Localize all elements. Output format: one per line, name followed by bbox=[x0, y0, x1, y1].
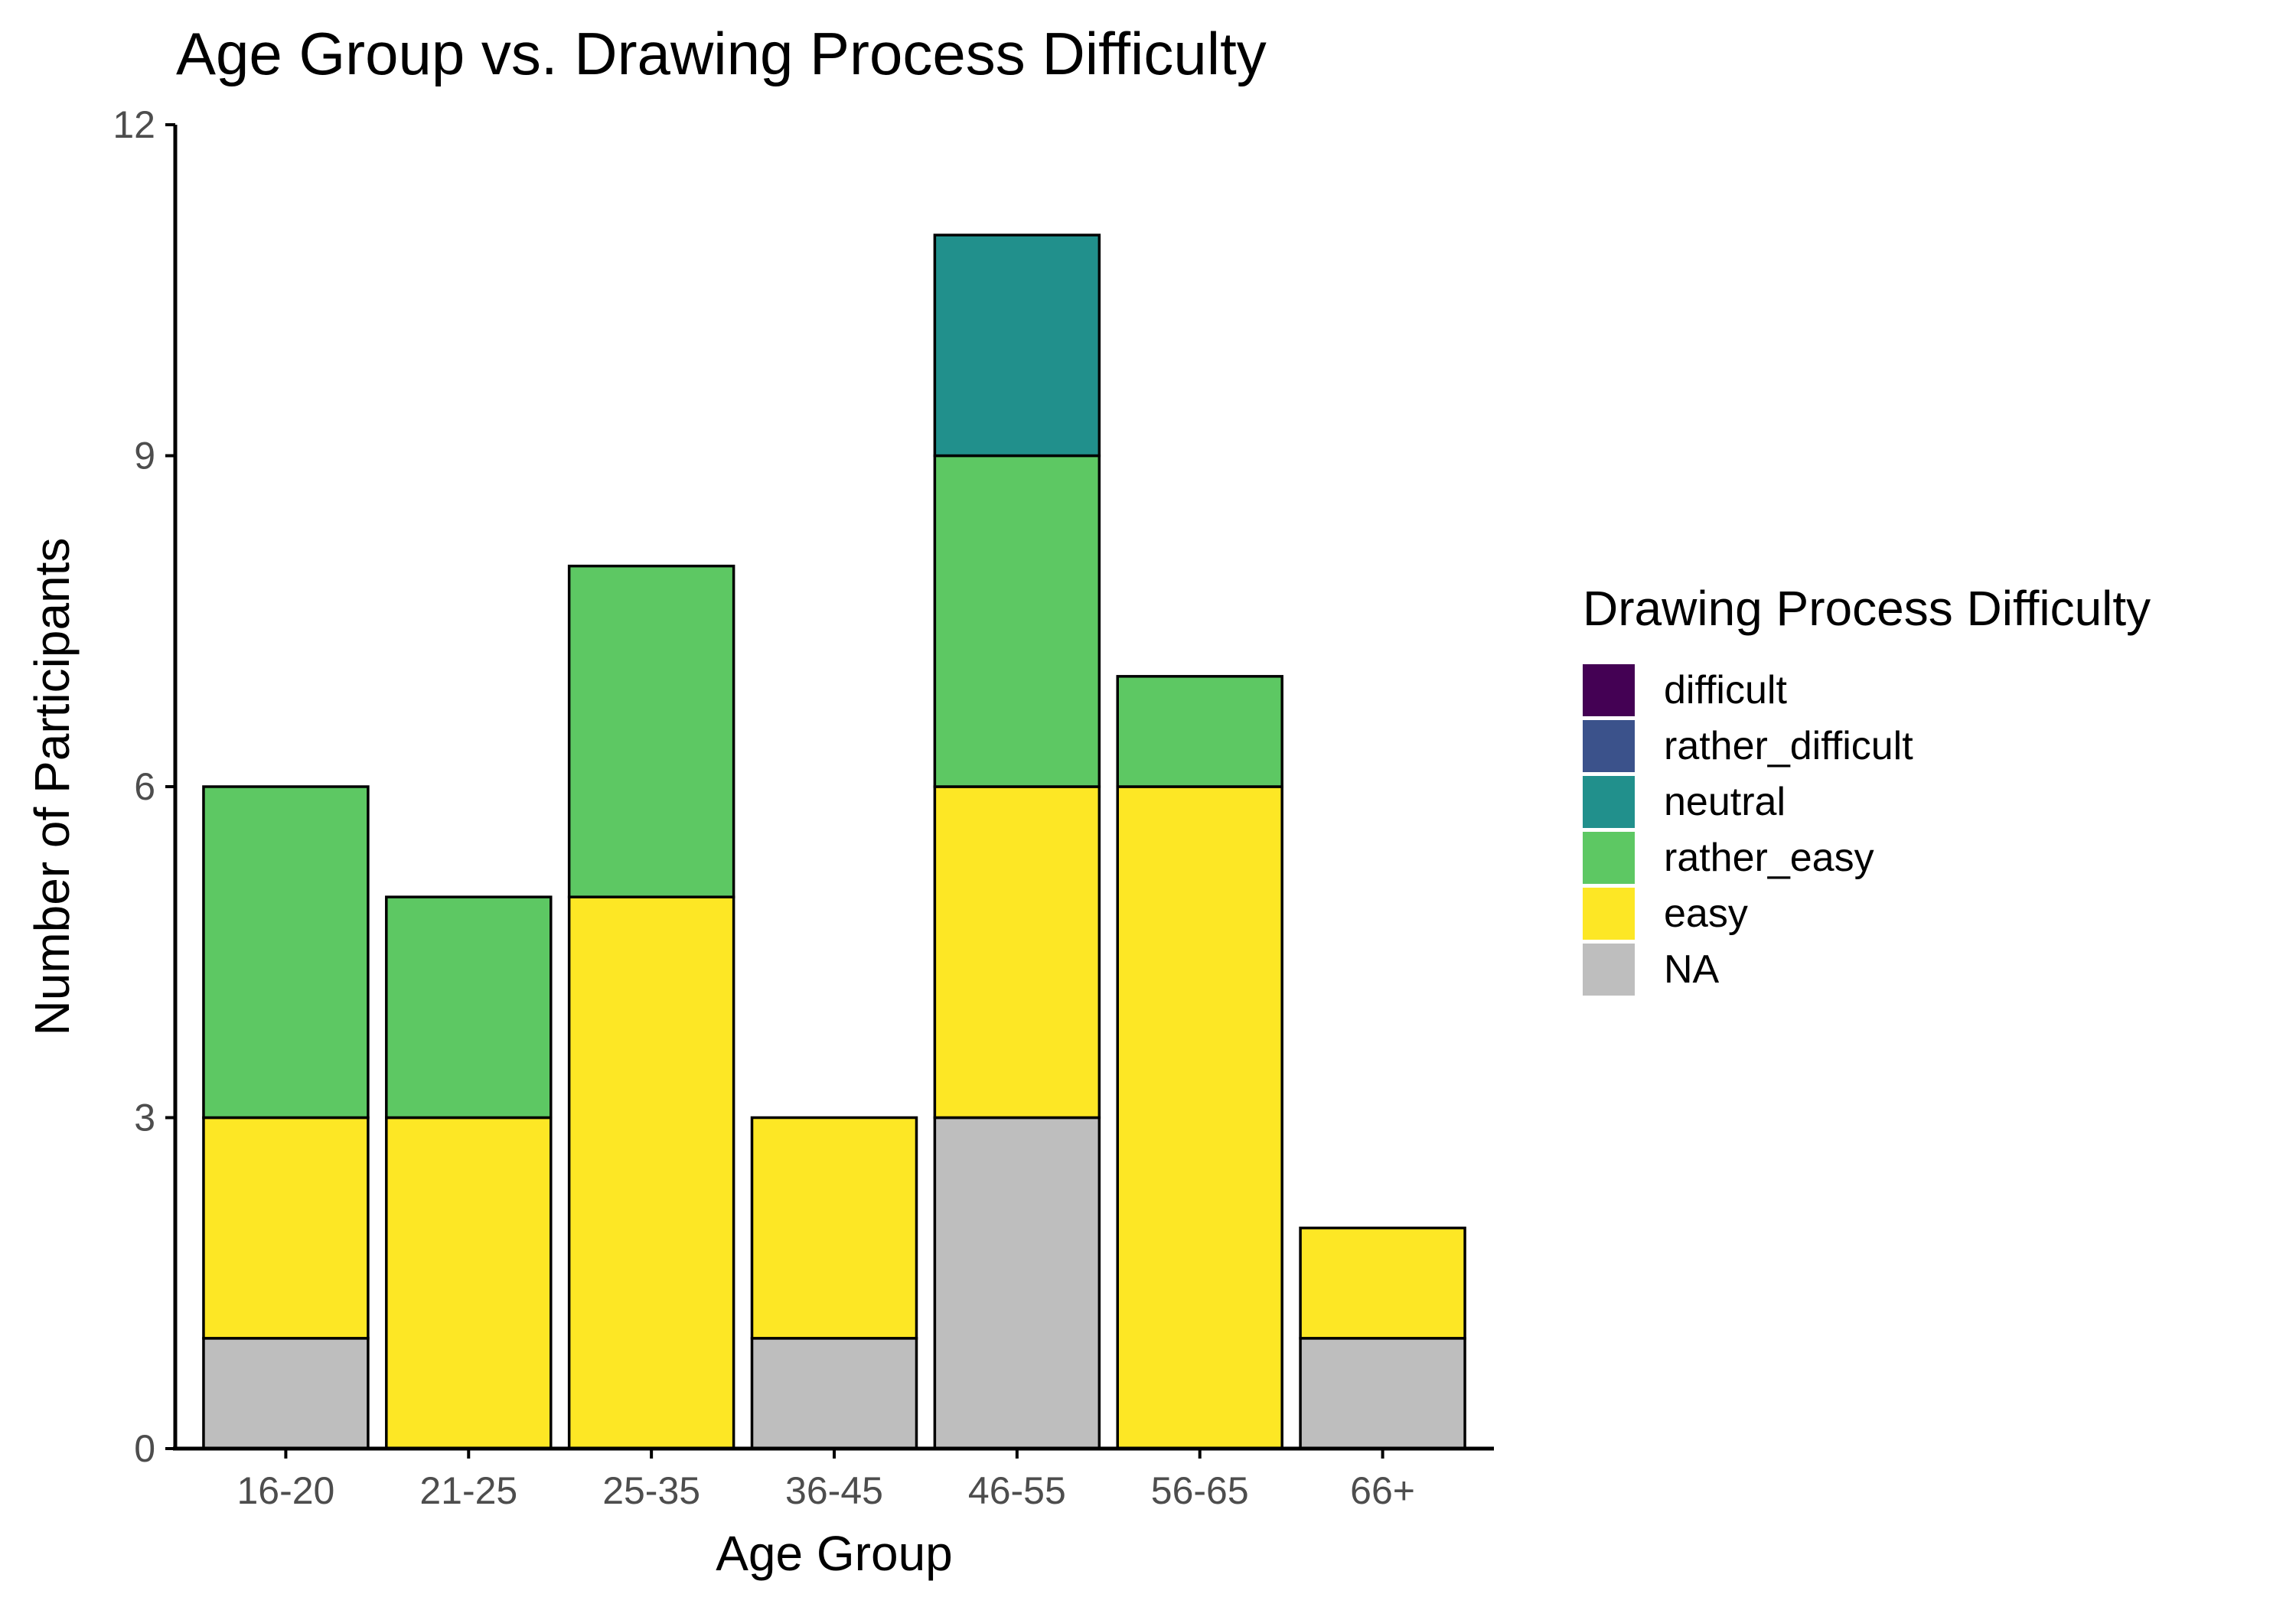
bar-66-easy bbox=[1299, 1226, 1466, 1340]
x-tick-label: 66+ bbox=[1350, 1469, 1415, 1512]
legend-label-easy: easy bbox=[1664, 892, 1748, 936]
bar-21-25-easy bbox=[385, 1116, 553, 1450]
legend-key-rather-difficult bbox=[1583, 720, 1635, 772]
bar-46-55-neutral bbox=[933, 233, 1101, 458]
legend-key-easy bbox=[1583, 888, 1635, 940]
bar-36-45-easy bbox=[750, 1116, 918, 1340]
x-axis-title: Age Group bbox=[716, 1526, 953, 1581]
x-tick-label: 21-25 bbox=[419, 1469, 517, 1512]
bar-66-na bbox=[1299, 1337, 1466, 1450]
y-tick-label: 9 bbox=[134, 435, 155, 478]
x-tick-label: 25-35 bbox=[602, 1469, 700, 1512]
legend-key-na bbox=[1583, 944, 1635, 996]
bar-46-55-na bbox=[933, 1116, 1101, 1450]
y-tick-label: 12 bbox=[113, 103, 155, 146]
legend-key-difficult bbox=[1583, 664, 1635, 716]
bar-36-45-na bbox=[750, 1337, 918, 1450]
bar-56-65-easy bbox=[1116, 785, 1283, 1450]
bars-layer bbox=[202, 233, 1466, 1450]
bar-46-55-rather-easy bbox=[933, 454, 1101, 788]
legend-key-neutral bbox=[1583, 776, 1635, 828]
legend-label-difficult: difficult bbox=[1664, 668, 1787, 712]
y-axis-ticks: 0 3 6 9 12 bbox=[113, 103, 175, 1470]
bar-56-65-rather-easy bbox=[1116, 675, 1283, 788]
x-tick-label: 56-65 bbox=[1151, 1469, 1249, 1512]
bar-46-55-easy bbox=[933, 785, 1101, 1120]
bar-16-20-rather-easy bbox=[202, 785, 370, 1120]
chart-title: Age Group vs. Drawing Process Difficulty bbox=[176, 20, 1267, 87]
x-tick-label: 36-45 bbox=[785, 1469, 883, 1512]
legend-label-rather-difficult: rather_difficult bbox=[1664, 724, 1913, 768]
y-axis-title: Number of Participants bbox=[24, 538, 80, 1036]
y-tick-label: 6 bbox=[134, 765, 155, 808]
x-tick-label: 16-20 bbox=[236, 1469, 334, 1512]
bar-25-35-rather-easy bbox=[567, 564, 735, 898]
x-tick-label: 46-55 bbox=[968, 1469, 1066, 1512]
legend-label-na: NA bbox=[1664, 947, 1720, 992]
bar-16-20-na bbox=[202, 1337, 370, 1450]
legend-title: Drawing Process Difficulty bbox=[1583, 581, 2151, 636]
legend-label-neutral: neutral bbox=[1664, 780, 1786, 824]
bar-21-25-rather-easy bbox=[385, 895, 553, 1120]
x-axis-ticks: 16-20 21-25 25-35 36-45 46-55 56-65 66+ bbox=[236, 1449, 1415, 1512]
bar-16-20-easy bbox=[202, 1116, 370, 1340]
legend-key-rather-easy bbox=[1583, 832, 1635, 884]
y-tick-label: 3 bbox=[134, 1097, 155, 1139]
legend-label-rather-easy: rather_easy bbox=[1664, 836, 1874, 880]
y-tick-label: 0 bbox=[134, 1427, 155, 1470]
bar-25-35-easy bbox=[567, 895, 735, 1450]
